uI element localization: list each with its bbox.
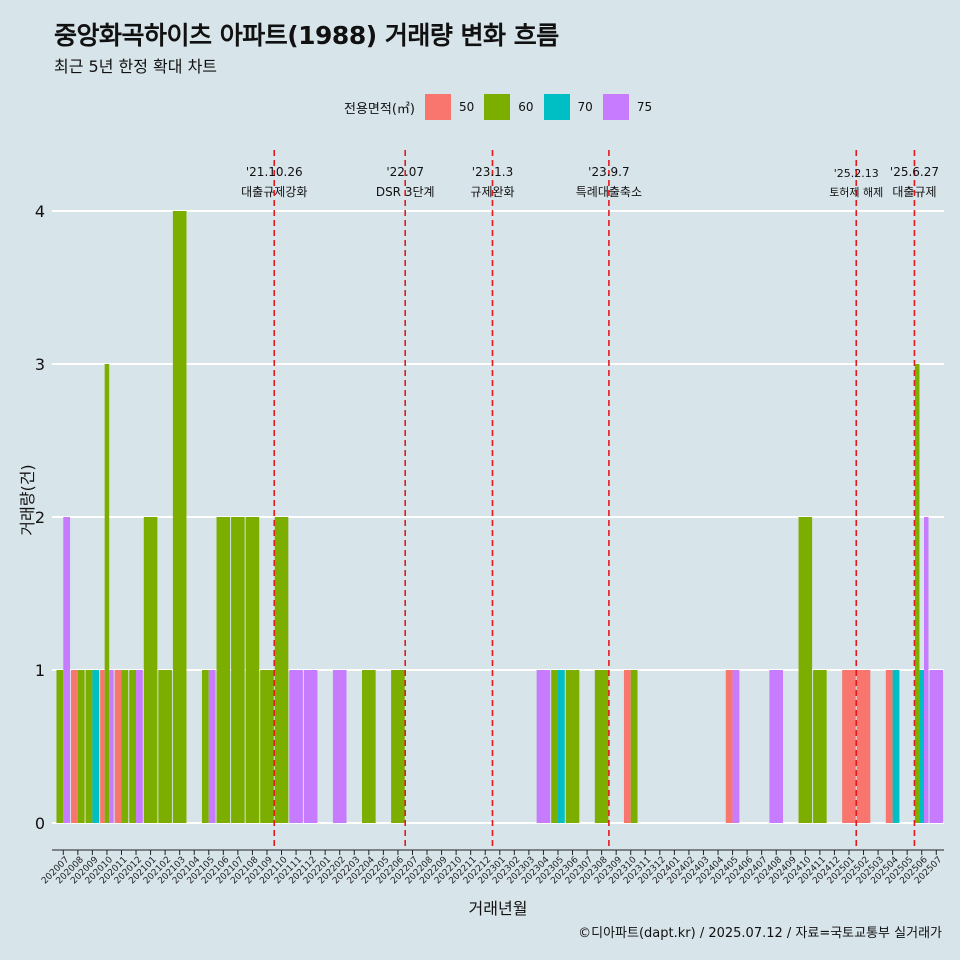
bar-202012-75 <box>136 670 143 823</box>
bar-202502-50 <box>856 670 871 823</box>
legend-label-60: 60 <box>518 100 534 114</box>
bar-202506-70 <box>919 670 924 823</box>
bar-202206-60 <box>391 670 405 823</box>
legend: 전용면적(㎡) 50 60 70 75 <box>344 93 662 121</box>
chart-subtitle: 최근 5년 한정 확대 차트 <box>54 57 218 76</box>
bar-202012-60 <box>129 670 137 823</box>
event-date-5: '25.2.13 <box>834 167 879 180</box>
bar-202108-60 <box>245 517 260 823</box>
y-tick-label-0: 0 <box>35 814 45 833</box>
bar-202101-60 <box>143 517 158 823</box>
bar-202308-60 <box>594 670 609 823</box>
bar-202305-60 <box>551 670 558 823</box>
bar-202305-70 <box>557 670 565 823</box>
bar-202110-60 <box>274 517 289 823</box>
legend-label-70: 70 <box>577 100 593 114</box>
event-date-3: '23.1.3 <box>472 165 513 179</box>
bar-202405-50 <box>725 670 733 823</box>
bar-202506-60 <box>914 364 920 823</box>
y-tick-label-2: 2 <box>35 508 45 527</box>
bar-202007-75 <box>63 517 71 823</box>
event-label-4: 특례대출축소 <box>576 185 642 199</box>
bar-202204-60 <box>362 670 376 823</box>
bar-202009-60 <box>85 670 93 823</box>
bar-202506-75 <box>923 517 929 823</box>
y-tick-label-4: 4 <box>35 202 45 221</box>
legend-swatch-75 <box>602 94 629 120</box>
legend-item-70: 70 <box>543 94 593 120</box>
bar-202107-60 <box>231 517 245 823</box>
event-label-3: 규제완화 <box>470 185 514 199</box>
y-tick-label-3: 3 <box>35 355 45 374</box>
legend-item-60: 60 <box>484 94 534 120</box>
legend-swatch-50 <box>424 94 451 120</box>
event-date-6: '25.6.27 <box>890 165 939 179</box>
bar-202008-60 <box>77 670 85 823</box>
bar-202105-75 <box>208 670 216 823</box>
y-tick-label-1: 1 <box>35 661 45 680</box>
bar-202106-60 <box>216 517 231 823</box>
legend-title: 전용면적(㎡) <box>344 101 415 117</box>
bar-202010-75 <box>109 670 114 823</box>
bar-202405-75 <box>732 670 740 823</box>
event-date-2: '22.07 <box>386 165 424 179</box>
bar-202007-60 <box>56 670 64 823</box>
bar-202304-75 <box>536 670 551 823</box>
bar-202102-60 <box>158 670 172 823</box>
bar-202105-60 <box>201 670 209 823</box>
legend-swatch-70 <box>543 94 570 120</box>
legend-label-50: 50 <box>458 100 475 114</box>
bar-202109-60 <box>260 670 274 823</box>
event-date-4: '23.9.7 <box>588 165 629 179</box>
legend-label-75: 75 <box>636 100 653 114</box>
bar-202010-50 <box>100 670 105 823</box>
bar-202008-50 <box>71 670 78 823</box>
bar-202103-60 <box>172 211 187 823</box>
bar-202202-75 <box>332 670 347 823</box>
y-axis-title: 거래량(건) <box>18 464 37 535</box>
chart-title: 중앙화곡하이츠 아파트(1988) 거래량 변화 흐름 <box>54 21 559 50</box>
bar-202507-75 <box>929 670 944 823</box>
bar-202011-50 <box>114 670 122 823</box>
bar-202504-70 <box>892 670 900 823</box>
bar-202011-60 <box>121 670 129 823</box>
bar-202310-60 <box>630 670 638 823</box>
legend-item-75: 75 <box>602 94 653 120</box>
event-label-5: 토허제 해제 <box>829 185 883 199</box>
bar-202411-60 <box>813 670 827 823</box>
bar-202111-75 <box>289 670 303 823</box>
legend-item-50: 50 <box>424 94 475 120</box>
bar-202504-50 <box>885 670 893 823</box>
event-label-6: 대출규제 <box>892 185 936 199</box>
bar-202310-50 <box>623 670 631 823</box>
bar-202009-70 <box>92 670 100 823</box>
bar-202408-75 <box>769 670 784 823</box>
x-axis-title: 거래년월 <box>469 899 528 918</box>
event-label-2: DSR 3단계 <box>376 185 435 199</box>
event-label-1: 대출규제강화 <box>241 185 307 199</box>
caption: ©디아파트(dapt.kr) / 2025.07.12 / 자료=국토교통부 실… <box>578 926 942 941</box>
bar-202501-50 <box>842 670 856 823</box>
bar-202010-60 <box>104 364 110 823</box>
bar-202410-60 <box>798 517 813 823</box>
legend-swatch-60 <box>484 94 511 120</box>
bar-202306-60 <box>565 670 580 823</box>
bar-202112-75 <box>303 670 318 823</box>
event-date-1: '21.10.26 <box>246 165 303 179</box>
